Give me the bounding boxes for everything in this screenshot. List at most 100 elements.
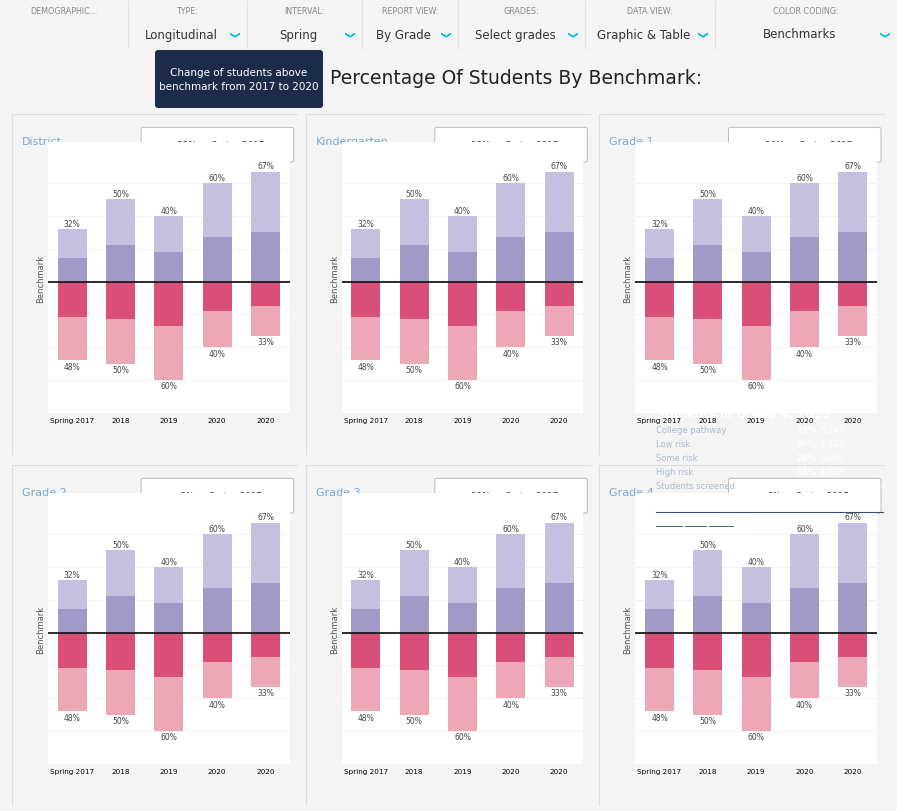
Bar (203, 184, 231, 238)
Bar (106, 596, 135, 633)
Text: GRADES:: GRADES: (503, 6, 539, 15)
Bar (645, 633, 674, 668)
Bar (251, 633, 280, 657)
Text: Change of students above
benchmark from 2017 to 2020: Change of students above benchmark from … (160, 68, 318, 92)
Text: 50%: 50% (112, 540, 129, 550)
Text: 40%: 40% (454, 206, 471, 216)
Bar (693, 551, 722, 596)
Bar (400, 551, 429, 596)
Bar (544, 523, 574, 583)
Bar (154, 677, 183, 732)
Bar (839, 233, 867, 282)
Bar (742, 282, 771, 327)
Bar (251, 233, 280, 282)
FancyBboxPatch shape (141, 478, 293, 513)
Text: 6,428: 6,428 (820, 440, 844, 448)
Bar (645, 230, 674, 259)
Bar (106, 320, 135, 364)
Y-axis label: Benchmark: Benchmark (36, 254, 45, 303)
Text: Graphic & Table: Graphic & Table (597, 28, 691, 41)
Text: Grade 2: Grade 2 (22, 487, 66, 498)
Text: 60%: 60% (454, 382, 471, 391)
Text: 48%: 48% (358, 713, 374, 722)
Bar (57, 609, 87, 633)
Text: 67%: 67% (844, 513, 861, 521)
Bar (203, 534, 231, 589)
Text: COLOR CODING:: COLOR CODING: (773, 6, 839, 15)
Bar (352, 318, 380, 361)
Text: 67%: 67% (551, 162, 568, 171)
Text: Some risk: Some risk (656, 453, 698, 462)
Text: REPORT VIEW:: REPORT VIEW: (382, 6, 439, 15)
Bar (57, 318, 87, 361)
Bar (496, 589, 526, 633)
Bar (448, 253, 477, 282)
Bar (106, 551, 135, 596)
Text: 40%: 40% (748, 557, 764, 566)
Text: 32%: 32% (64, 570, 81, 579)
Bar (57, 259, 87, 282)
Text: 60%: 60% (748, 732, 764, 741)
Text: 50%: 50% (112, 366, 129, 375)
Text: Select grades: Select grades (475, 28, 556, 41)
Bar (448, 567, 477, 603)
Text: 33%: 33% (551, 337, 568, 346)
Bar (251, 657, 280, 687)
Bar (742, 327, 771, 380)
Text: Grade 4: Grade 4 (609, 487, 654, 498)
Text: 60%: 60% (454, 732, 471, 741)
Text: 32%: 32% (64, 220, 81, 229)
Text: Longitudinal: Longitudinal (145, 28, 218, 41)
Text: 12,928 / 13,456: 12,928 / 13,456 (820, 482, 886, 491)
Text: 33%: 33% (257, 689, 274, 697)
Bar (839, 633, 867, 657)
Bar (790, 184, 819, 238)
Bar (400, 670, 429, 714)
Text: 60%: 60% (161, 732, 178, 741)
FancyBboxPatch shape (141, 128, 293, 163)
Bar (154, 567, 183, 603)
Bar (693, 246, 722, 282)
Text: 50%: 50% (405, 366, 422, 375)
Bar (742, 603, 771, 633)
Text: 50%: 50% (405, 540, 422, 550)
Text: Benchmarks: Benchmarks (763, 28, 837, 41)
Text: Students screened: Students screened (656, 482, 735, 491)
Text: 50%: 50% (112, 716, 129, 725)
Bar (693, 633, 722, 670)
Bar (251, 173, 280, 233)
Text: 40%: 40% (796, 350, 813, 358)
Bar (790, 311, 819, 348)
Bar (742, 633, 771, 677)
Text: 60%: 60% (748, 382, 764, 391)
Bar (742, 253, 771, 282)
Text: 50%: 50% (700, 190, 717, 199)
Bar (154, 327, 183, 380)
Bar (352, 581, 380, 609)
Bar (790, 589, 819, 633)
Text: 60%: 60% (502, 174, 519, 182)
Bar (544, 633, 574, 657)
Text: Grade 1: Grade 1 (609, 137, 654, 147)
Bar (57, 633, 87, 668)
Bar (645, 609, 674, 633)
Text: 60%: 60% (502, 524, 519, 533)
Text: 60%: 60% (209, 174, 226, 182)
Text: 48%: 48% (64, 713, 81, 722)
Bar (400, 633, 429, 670)
Bar (544, 307, 574, 337)
Y-axis label: Benchmark: Benchmark (330, 605, 339, 653)
Bar (645, 668, 674, 711)
Text: 67%: 67% (844, 162, 861, 171)
Text: INTERVAL:: INTERVAL: (284, 6, 325, 15)
Text: +?% vs Spring 2017: +?% vs Spring 2017 (761, 491, 849, 500)
Bar (203, 311, 231, 348)
Bar (839, 282, 867, 307)
Bar (106, 200, 135, 246)
Bar (742, 567, 771, 603)
Bar (106, 670, 135, 714)
Text: 40%: 40% (502, 350, 519, 358)
Text: 50%: 50% (405, 716, 422, 725)
Text: ❯: ❯ (566, 31, 576, 39)
Text: District: District (22, 137, 62, 147)
